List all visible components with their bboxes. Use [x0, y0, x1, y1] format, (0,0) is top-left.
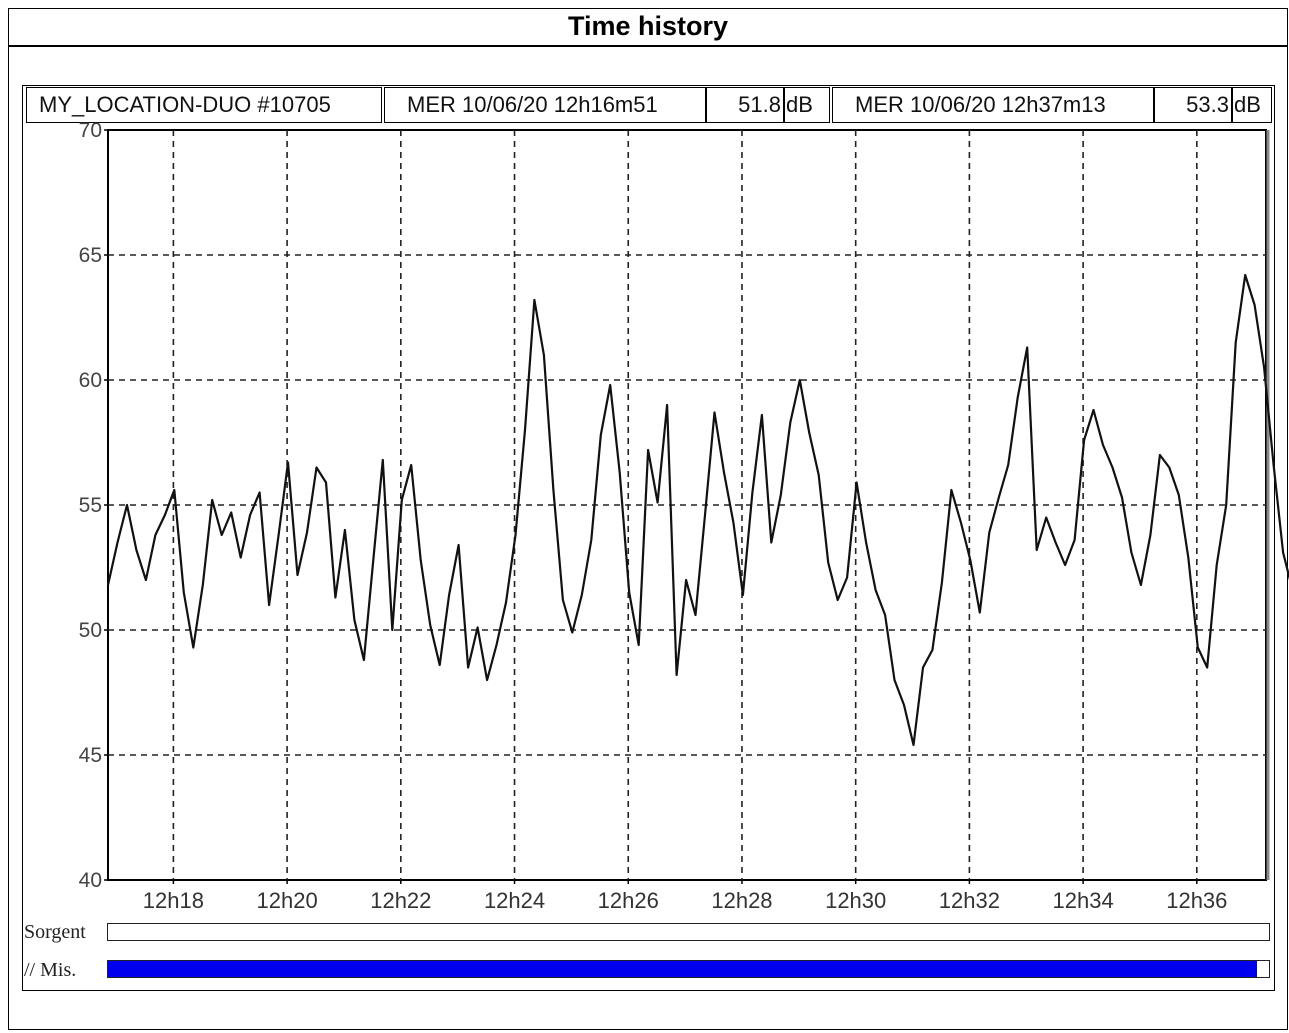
x-tick-label: 12h34 [1053, 888, 1114, 913]
x-tick-label: 12h32 [939, 888, 1000, 913]
start-value-label: 51.8 [706, 87, 784, 123]
y-tick-label: 45 [79, 744, 102, 767]
end-time-label: MER 10/06/20 12h37m13 [832, 87, 1154, 123]
end-value-label: 53.3 [1154, 87, 1232, 123]
sorgent-label: Sorgent [24, 921, 86, 943]
y-tick-label: 70 [79, 119, 102, 142]
start-time-label: MER 10/06/20 12h16m51 [384, 87, 706, 123]
y-tick-label: 65 [79, 244, 102, 267]
sorgent-bar [107, 923, 1270, 941]
x-tick-label: 12h36 [1166, 888, 1227, 913]
location-label: MY_LOCATION-DUO #10705 [26, 87, 382, 123]
y-tick-label: 40 [79, 869, 102, 892]
x-tick-label: 12h28 [711, 888, 772, 913]
x-tick-label: 12h24 [484, 888, 545, 913]
start-unit-label: dB [784, 87, 830, 123]
x-tick-label: 12h22 [370, 888, 431, 913]
series-line-0 [106, 273, 1289, 747]
y-tick-label: 60 [79, 369, 102, 392]
mis-bar-fill [108, 961, 1258, 977]
page-frame [8, 8, 1288, 1030]
mis-label: // Mis. [24, 959, 77, 981]
x-tick-label: 12h20 [257, 888, 318, 913]
x-tick-label: 12h30 [825, 888, 886, 913]
x-tick-label: 12h18 [143, 888, 204, 913]
y-tick-label: 55 [79, 494, 102, 517]
x-tick-label: 12h26 [598, 888, 659, 913]
end-unit-label: dB [1232, 87, 1272, 123]
page-title: Time history [8, 8, 1288, 47]
mis-bar [107, 960, 1270, 978]
y-tick-label: 50 [79, 619, 102, 642]
